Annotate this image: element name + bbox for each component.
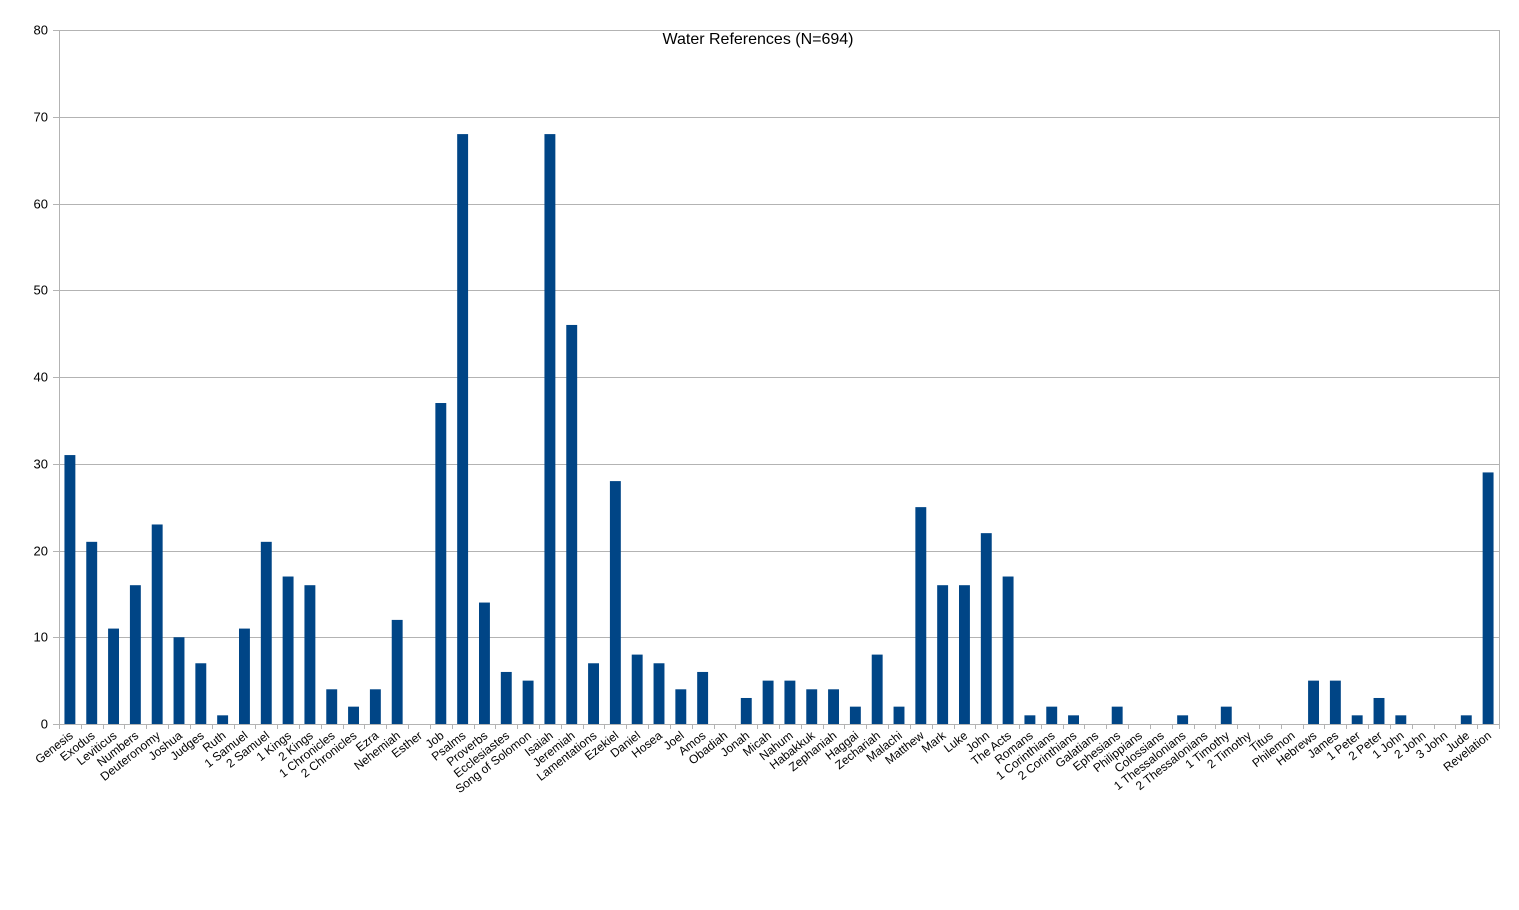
bar (544, 134, 556, 725)
y-tick-label: 70 (34, 110, 48, 125)
bar (1177, 715, 1189, 724)
bar (828, 689, 839, 724)
bar (304, 585, 316, 724)
bar (1068, 715, 1079, 724)
bar (129, 585, 141, 724)
bar (1046, 706, 1058, 724)
bar (566, 324, 578, 724)
y-tick-label: 80 (34, 23, 48, 38)
y-tick-label: 50 (34, 283, 48, 298)
bar (64, 455, 76, 724)
bar (937, 585, 949, 724)
bar (435, 403, 447, 724)
bar (1395, 715, 1407, 724)
bar (675, 689, 687, 724)
y-tick-label: 10 (34, 630, 48, 645)
bar (195, 663, 207, 724)
bar (893, 706, 905, 724)
bar (260, 541, 272, 724)
bar (391, 619, 403, 724)
bars (64, 134, 1494, 725)
bar (653, 663, 665, 724)
bar (282, 576, 294, 724)
y-tick-label: 20 (34, 544, 48, 559)
bar (173, 637, 185, 724)
bar (784, 680, 796, 725)
y-tick-label: 30 (34, 457, 48, 472)
bar (588, 663, 599, 724)
y-tick-label: 40 (34, 370, 48, 385)
y-tick-labels: 0 10 20 30 40 50 60 70 80 (34, 23, 48, 732)
bar (217, 715, 229, 724)
bar (762, 680, 774, 725)
bar (1329, 680, 1341, 725)
bar (959, 585, 970, 724)
bar (500, 671, 512, 724)
bar (1002, 576, 1014, 724)
bar (151, 524, 163, 724)
bar (239, 628, 250, 724)
bar (108, 628, 119, 724)
bar (1308, 680, 1319, 725)
bar (326, 689, 338, 724)
bar (348, 706, 359, 724)
bar (86, 541, 98, 724)
bar (1220, 706, 1232, 724)
category-labels: GenesisExodusLeviticusNumbersDeuteronomy… (32, 728, 1493, 796)
bar (609, 481, 621, 724)
bar (631, 654, 643, 724)
bar (1460, 715, 1472, 724)
bar (522, 680, 534, 725)
gridlines (59, 30, 1499, 725)
y-tick-label: 60 (34, 197, 48, 212)
bar (1351, 715, 1363, 724)
bar (980, 533, 992, 724)
bar (740, 697, 752, 724)
bar (1111, 706, 1123, 724)
bar (697, 671, 709, 724)
bar (369, 689, 381, 724)
bar (849, 706, 861, 724)
bar (1482, 472, 1494, 724)
bar (1373, 697, 1385, 724)
axes (53, 30, 1500, 729)
bar (871, 654, 883, 724)
bar (457, 134, 469, 725)
bar (479, 602, 490, 724)
bar (806, 689, 818, 724)
y-tick-label: 0 (41, 717, 48, 732)
bar (1024, 715, 1036, 724)
chart-title: Water References (N=694) (662, 31, 853, 48)
bar (915, 507, 927, 725)
